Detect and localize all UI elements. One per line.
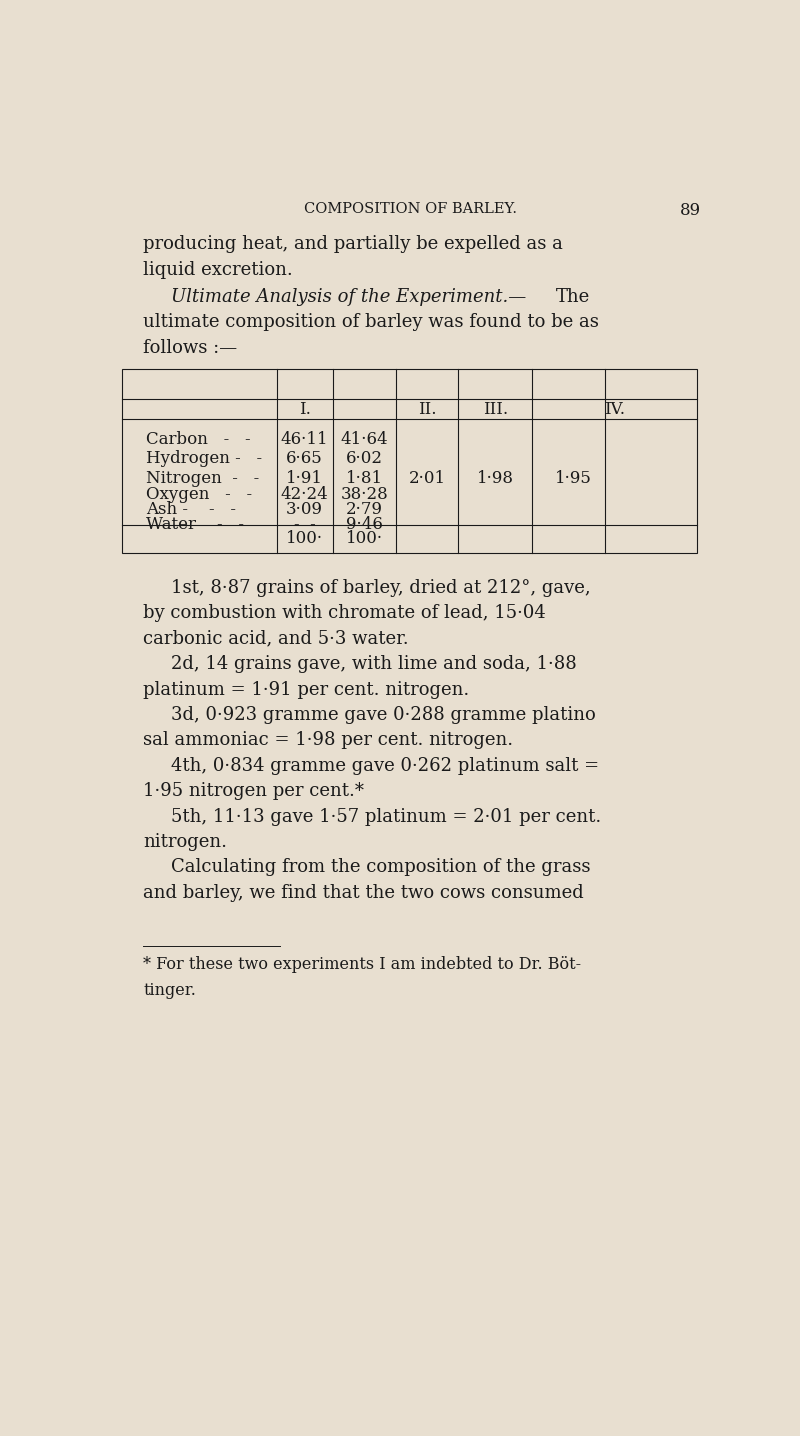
Text: 2d, 14 grains gave, with lime and soda, 1·88: 2d, 14 grains gave, with lime and soda, … <box>171 655 577 673</box>
Text: 4th, 0·834 gramme gave 0·262 platinum salt =: 4th, 0·834 gramme gave 0·262 platinum sa… <box>171 757 599 775</box>
Text: Water    -   -: Water - - <box>146 517 245 534</box>
Text: Calculating from the composition of the grass: Calculating from the composition of the … <box>171 859 590 876</box>
Text: 41·64: 41·64 <box>341 431 388 448</box>
Text: 5th, 11·13 gave 1·57 platinum = 2·01 per cent.: 5th, 11·13 gave 1·57 platinum = 2·01 per… <box>171 807 602 826</box>
Text: 6·65: 6·65 <box>286 451 323 467</box>
Text: -  -: - - <box>294 517 315 534</box>
Text: carbonic acid, and 5·3 water.: carbonic acid, and 5·3 water. <box>143 630 409 648</box>
Text: producing heat, and partially be expelled as a: producing heat, and partially be expelle… <box>143 236 563 254</box>
Text: * For these two experiments I am indebted to Dr. Böt-: * For these two experiments I am indebte… <box>143 956 582 974</box>
Text: 1·95 nitrogen per cent.*: 1·95 nitrogen per cent.* <box>143 783 364 800</box>
Text: Oxygen   -   -: Oxygen - - <box>146 485 253 503</box>
Text: 9·46: 9·46 <box>346 517 382 534</box>
Text: ultimate composition of barley was found to be as: ultimate composition of barley was found… <box>143 313 599 332</box>
Text: nitrogen.: nitrogen. <box>143 833 227 852</box>
Text: 2·01: 2·01 <box>409 470 446 487</box>
Text: Carbon   -   -: Carbon - - <box>146 431 251 448</box>
Text: The: The <box>556 287 590 306</box>
Text: 3d, 0·923 gramme gave 0·288 gramme platino: 3d, 0·923 gramme gave 0·288 gramme plati… <box>171 707 596 724</box>
Text: COMPOSITION OF BARLEY.: COMPOSITION OF BARLEY. <box>303 201 517 215</box>
Text: sal ammoniac = 1·98 per cent. nitrogen.: sal ammoniac = 1·98 per cent. nitrogen. <box>143 731 514 750</box>
Text: 3·09: 3·09 <box>286 501 323 518</box>
Text: 89: 89 <box>680 201 702 218</box>
Text: 1·81: 1·81 <box>346 470 383 487</box>
Text: 1·95: 1·95 <box>555 470 592 487</box>
Text: platinum = 1·91 per cent. nitrogen.: platinum = 1·91 per cent. nitrogen. <box>143 681 470 698</box>
Text: IV.: IV. <box>604 401 625 418</box>
Text: Ultimate Analysis of the Experiment.—: Ultimate Analysis of the Experiment.— <box>171 287 526 306</box>
Text: 1st, 8·87 grains of barley, dried at 212°, gave,: 1st, 8·87 grains of barley, dried at 212… <box>171 579 591 597</box>
Text: 1·91: 1·91 <box>286 470 323 487</box>
Text: liquid excretion.: liquid excretion. <box>143 261 293 279</box>
Text: Nitrogen  -   -: Nitrogen - - <box>146 470 260 487</box>
Text: Ash -    -   -: Ash - - - <box>146 501 237 518</box>
Text: 46·11: 46·11 <box>281 431 329 448</box>
Text: 100·: 100· <box>346 530 383 547</box>
Text: follows :—: follows :— <box>143 339 238 356</box>
Bar <box>122 369 697 553</box>
Text: 100·: 100· <box>286 530 323 547</box>
Text: 1·98: 1·98 <box>477 470 514 487</box>
Text: and barley, we find that the two cows consumed: and barley, we find that the two cows co… <box>143 883 584 902</box>
Text: II.: II. <box>418 401 436 418</box>
Text: I.: I. <box>298 401 310 418</box>
Text: III.: III. <box>482 401 508 418</box>
Text: 42·24: 42·24 <box>281 485 329 503</box>
Text: 2·79: 2·79 <box>346 501 382 518</box>
Text: tinger.: tinger. <box>143 982 196 998</box>
Text: 6·02: 6·02 <box>346 451 382 467</box>
Text: 38·28: 38·28 <box>341 485 388 503</box>
Text: by combustion with chromate of lead, 15·04: by combustion with chromate of lead, 15·… <box>143 605 546 622</box>
Text: Hydrogen -   -: Hydrogen - - <box>146 451 262 467</box>
